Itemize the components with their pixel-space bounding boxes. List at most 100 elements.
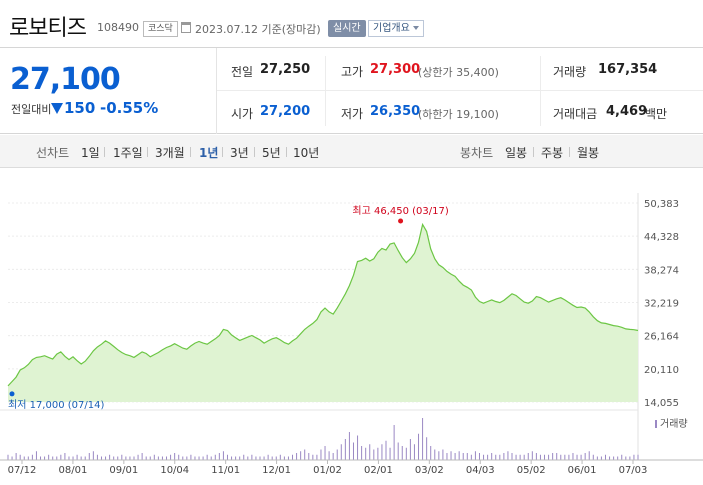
tab-separator [222,147,223,157]
price-area [8,224,638,402]
volume-bar [271,456,273,460]
volume-bar [340,444,342,460]
extreme-marks [9,218,404,397]
volume-bar [44,456,46,460]
volume-bar [434,449,436,460]
amount-label: 거래대금 [553,107,598,121]
volume-bar [474,451,476,460]
volume-bar [222,451,224,460]
x-tick-label: 07/12 [8,465,37,476]
volume-bar [283,456,285,460]
volume-bar [600,456,602,460]
volume-legend-label: 거래량 [660,418,688,430]
volume-bar [7,454,9,460]
change-label: 전일대비 [11,103,52,116]
upper-limit: (상한가 35,400) [418,66,499,79]
volume-bar [617,456,619,460]
volume-bar [418,433,420,460]
volume-bar [348,432,350,460]
volume-bar [584,453,586,460]
volume-bar [588,451,590,460]
volume-bar [239,456,241,460]
volume-bar [357,435,359,460]
volume-bar [454,453,456,460]
volume-bar [210,456,212,460]
volume-bar [113,456,115,460]
volume-bar [129,456,131,460]
volume-bar [182,456,184,460]
volume-bar [166,456,168,460]
volume-bar [157,456,159,460]
volume-bar [446,453,448,460]
tab-1day[interactable]: 1일 [81,146,100,160]
volume-bar [149,456,151,460]
down-triangle-icon [51,103,63,114]
lower-limit: (하한가 19,100) [418,108,499,121]
volume-bar [621,454,623,460]
volume-bar [515,454,517,460]
x-tick-label: 01/02 [313,465,342,476]
volume-bar [27,456,29,460]
volume-bar [560,454,562,460]
y-tick-label: 50,383 [644,199,679,210]
volume-bar [544,454,546,460]
volume-bar [109,454,111,460]
volume-bar [72,456,74,460]
tab-3month[interactable]: 3개월 [155,146,185,160]
volume-bar [23,456,25,460]
volume-bar [572,453,574,460]
realtime-button[interactable]: 실시간 [328,20,366,37]
volume-bar [80,456,82,460]
stock-code: 108490 [97,21,139,34]
low-label: 저가 [341,107,364,121]
volume-bar [381,444,383,460]
current-price-box: 27,100 전일대비 150 -0.55% [0,48,217,134]
volume-bar [604,454,606,460]
y-tick-label: 20,110 [644,365,679,376]
volume-bar [613,456,615,460]
tab-monthly-candle[interactable]: 월봉 [577,146,600,160]
stock-header: 로보티즈 108490 코스닥 2023.07.12 기준(장마감) 실시간 기… [0,0,703,48]
market-badge: 코스닥 [143,21,178,37]
x-tick-label: 07/03 [619,465,648,476]
volume-bar [206,454,208,460]
volume-bar [11,456,13,460]
volume-bar [178,454,180,460]
volume-bar [255,456,257,460]
volume-bar [389,447,391,460]
tab-daily-candle[interactable]: 일봉 [505,146,528,160]
volume-bar [609,456,611,460]
volume-bar [300,451,302,460]
volume-bar [190,454,192,460]
price-chart[interactable]: 50,383 44,328 38,274 32,219 26,164 20,110 14,0… [0,168,703,485]
x-tick-label: 04/03 [466,465,495,476]
volume-bar [88,453,90,460]
volume-bar [263,456,265,460]
tab-1week[interactable]: 1주일 [113,146,143,160]
tab-10year[interactable]: 10년 [293,146,320,160]
volume-bar [531,451,533,460]
volume-bar [413,444,415,460]
min-price-label: 최저 17,000 (07/14) [8,399,104,411]
volume-bar [56,456,58,460]
volume-bar [174,453,176,460]
tab-5year[interactable]: 5년 [262,146,281,160]
volume-value: 167,354 [598,62,658,77]
volume-bar [35,451,37,460]
volume-label: 거래량 [553,65,587,79]
volume-bar [218,453,220,460]
tab-1year[interactable]: 1년 [199,146,219,160]
x-tick-label: 08/01 [59,465,88,476]
volume-bar [568,454,570,460]
volume-bar [133,456,135,460]
y-tick-label: 26,164 [644,332,679,343]
company-info-dropdown[interactable]: 기업개요 [368,20,424,37]
tab-3year[interactable]: 3년 [230,146,249,160]
open-value: 27,200 [260,104,311,119]
volume-bar [259,456,261,460]
volume-bar [52,456,54,460]
tab-weekly-candle[interactable]: 주봉 [541,146,564,160]
y-tick-label: 14,055 [644,398,679,409]
volume-bar [422,418,424,460]
candle-chart-label: 봉차트 [460,146,494,160]
